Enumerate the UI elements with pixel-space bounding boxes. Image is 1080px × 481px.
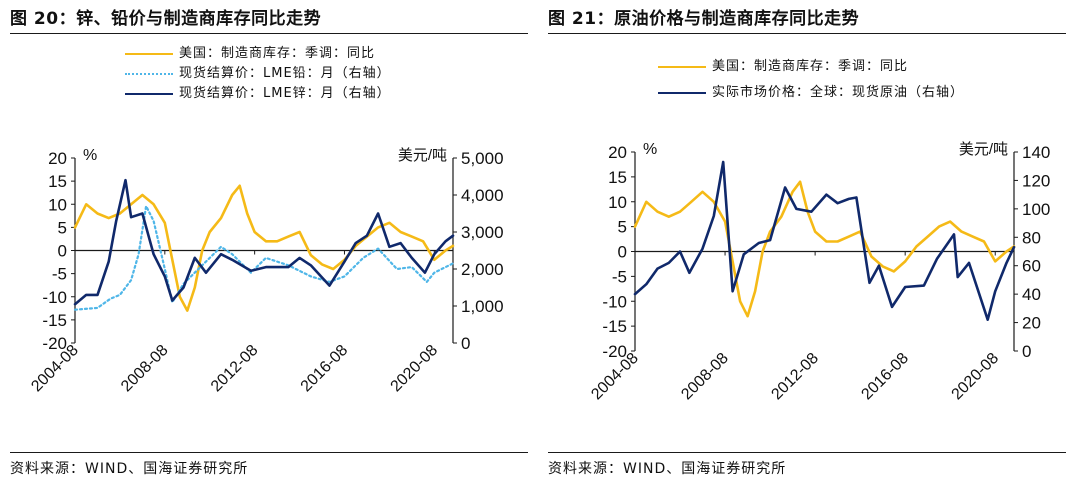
legend-label: 实际市场价格：全球：现货原油（右轴） — [712, 85, 965, 100]
legend-swatch-navy — [658, 92, 706, 94]
left-tick-label: -15 — [602, 317, 627, 336]
left-tick-label: 10 — [48, 195, 67, 214]
series-line — [73, 204, 455, 311]
x-tick-label: 2020-08 — [949, 350, 1003, 404]
legend-label: 现货结算价：LME锌：月（右轴） — [179, 86, 391, 101]
title-divider — [548, 33, 1066, 34]
right-tick-label: 40 — [1022, 285, 1041, 304]
right-tick-label: 0 — [461, 334, 470, 353]
left-axis-unit: % — [83, 147, 97, 164]
left-tick-label: 5 — [58, 218, 67, 237]
legend-swatch-yellow — [125, 53, 173, 55]
left-tick-label: -5 — [612, 267, 627, 286]
source-divider — [10, 452, 528, 453]
legend-label: 现货结算价：LME铅：月（右轴） — [179, 66, 391, 81]
right-tick-label: 80 — [1022, 228, 1041, 247]
chart-left-plot: 20 15 10 5 0 -5 -10 -15 -20 5,000 4,000 3,000 2,000 1… — [28, 147, 504, 396]
source-note: 资料来源：WIND、国海证券研究所 — [548, 461, 787, 477]
left-tick-label: -5 — [52, 265, 67, 284]
legend-swatch-navy — [125, 93, 173, 95]
x-tick-label: 2008-08 — [118, 342, 172, 396]
left-panel: 图 20：锌、铅价与制造商库存同比走势 美国：制造商库存：季调：同比 现货结算价… — [10, 0, 530, 481]
chart-title: 图 21：原油价格与制造商库存同比走势 — [548, 9, 860, 29]
left-tick-label: 10 — [608, 193, 627, 212]
left-tick-label: -20 — [602, 342, 627, 361]
right-tick-label: 4,000 — [461, 186, 504, 205]
series-line — [633, 180, 1016, 318]
title-divider — [10, 33, 528, 34]
left-tick-label: 20 — [608, 143, 627, 162]
series-line — [73, 184, 455, 312]
left-tick-label: 5 — [618, 218, 627, 237]
legend-swatch-yellow — [658, 66, 706, 68]
left-tick-label: -10 — [42, 288, 67, 307]
x-tick-label: 2008-08 — [678, 350, 732, 404]
right-tick-label: 2,000 — [461, 260, 504, 279]
source-divider — [548, 452, 1066, 453]
left-tick-label: 20 — [48, 149, 67, 168]
x-tick-label: 2016-08 — [298, 342, 352, 396]
x-tick-label: 2016-08 — [858, 350, 912, 404]
right-tick-label: 140 — [1022, 143, 1050, 162]
left-tick-label: -20 — [42, 334, 67, 353]
right-axis-unit: 美元/吨 — [959, 141, 1008, 158]
left-tick-label: -10 — [602, 292, 627, 311]
right-tick-label: 5,000 — [461, 149, 504, 168]
right-panel: 图 21：原油价格与制造商库存同比走势 美国：制造商库存：季调：同比 实际市场价… — [548, 0, 1068, 481]
right-tick-label: 20 — [1022, 314, 1041, 333]
right-tick-label: 3,000 — [461, 223, 504, 242]
right-tick-label: 60 — [1022, 257, 1041, 276]
legend-label: 美国：制造商库存：季调：同比 — [712, 59, 909, 74]
x-tick-label: 2012-08 — [768, 350, 822, 404]
series-line — [633, 160, 1016, 321]
legend-label: 美国：制造商库存：季调：同比 — [179, 46, 376, 61]
chart-title: 图 20：锌、铅价与制造商库存同比走势 — [10, 9, 322, 29]
right-tick-label: 0 — [1022, 342, 1031, 361]
chart-right-plot: 20 15 10 5 0 -5 -10 -15 -20 140 120 100 80 60 40 20 0% 美元… — [588, 141, 1050, 404]
series-line — [73, 178, 455, 306]
left-axis-unit: % — [643, 141, 657, 158]
left-tick-label: -15 — [42, 311, 67, 330]
right-tick-label: 120 — [1022, 171, 1050, 190]
x-tick-label: 2012-08 — [208, 342, 262, 396]
legend-swatch-lightblue — [125, 73, 173, 75]
left-tick-label: 0 — [618, 243, 627, 262]
source-note: 资料来源：WIND、国海证券研究所 — [10, 461, 249, 477]
left-tick-label: 15 — [48, 172, 67, 191]
right-tick-label: 100 — [1022, 200, 1050, 219]
right-axis-unit: 美元/吨 — [398, 147, 447, 164]
x-tick-label: 2020-08 — [388, 342, 442, 396]
left-tick-label: 15 — [608, 168, 627, 187]
left-tick-label: 0 — [58, 242, 67, 261]
right-tick-label: 1,000 — [461, 297, 504, 316]
